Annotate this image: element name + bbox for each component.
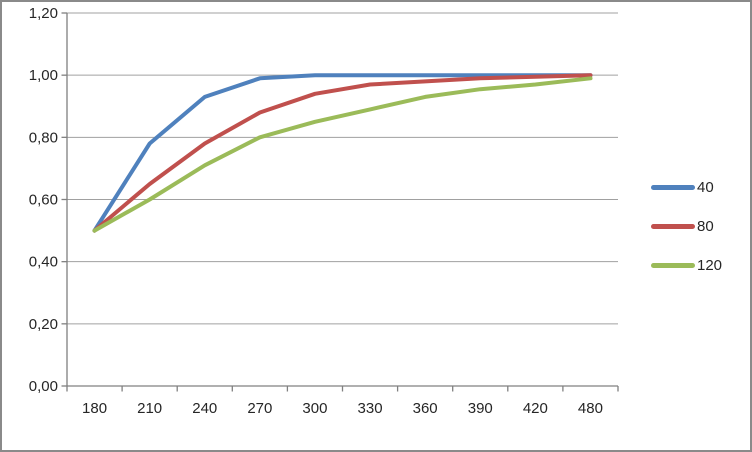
x-tick-label: 390 xyxy=(468,400,493,417)
x-tick-label: 240 xyxy=(192,400,217,417)
y-tick-label: 0,40 xyxy=(29,254,58,271)
legend-item-120[interactable]: 120 xyxy=(651,246,722,285)
x-tick-label: 180 xyxy=(82,400,107,417)
x-tick-label: 300 xyxy=(302,400,327,417)
y-tick-label: 1,20 xyxy=(29,5,58,22)
legend-item-40[interactable]: 40 xyxy=(651,168,722,207)
series-line-40[interactable] xyxy=(92,73,593,233)
x-tick-label: 210 xyxy=(137,400,162,417)
series-line-120[interactable] xyxy=(92,76,593,233)
legend-label: 120 xyxy=(697,257,723,274)
legend-line-swatch xyxy=(651,263,695,268)
legend-line-swatch xyxy=(651,185,695,190)
x-tick-label: 480 xyxy=(578,400,603,417)
y-tick-label: 0,60 xyxy=(29,192,58,209)
legend-label: 80 xyxy=(697,218,714,235)
y-tick-label: 0,20 xyxy=(29,316,58,333)
series-line-80[interactable] xyxy=(92,73,593,233)
x-tick-label: 420 xyxy=(523,400,548,417)
y-tick-label: 0,00 xyxy=(29,378,58,395)
legend-item-80[interactable]: 80 xyxy=(651,207,722,246)
legend-line-swatch xyxy=(651,224,695,229)
x-tick-label: 270 xyxy=(247,400,272,417)
x-tick-label: 360 xyxy=(413,400,438,417)
chart-legend: 40 80 120 xyxy=(651,168,722,285)
x-tick-label: 330 xyxy=(358,400,383,417)
legend-label: 40 xyxy=(697,179,714,196)
y-tick-label: 1,00 xyxy=(29,67,58,84)
y-tick-label: 0,80 xyxy=(29,129,58,146)
